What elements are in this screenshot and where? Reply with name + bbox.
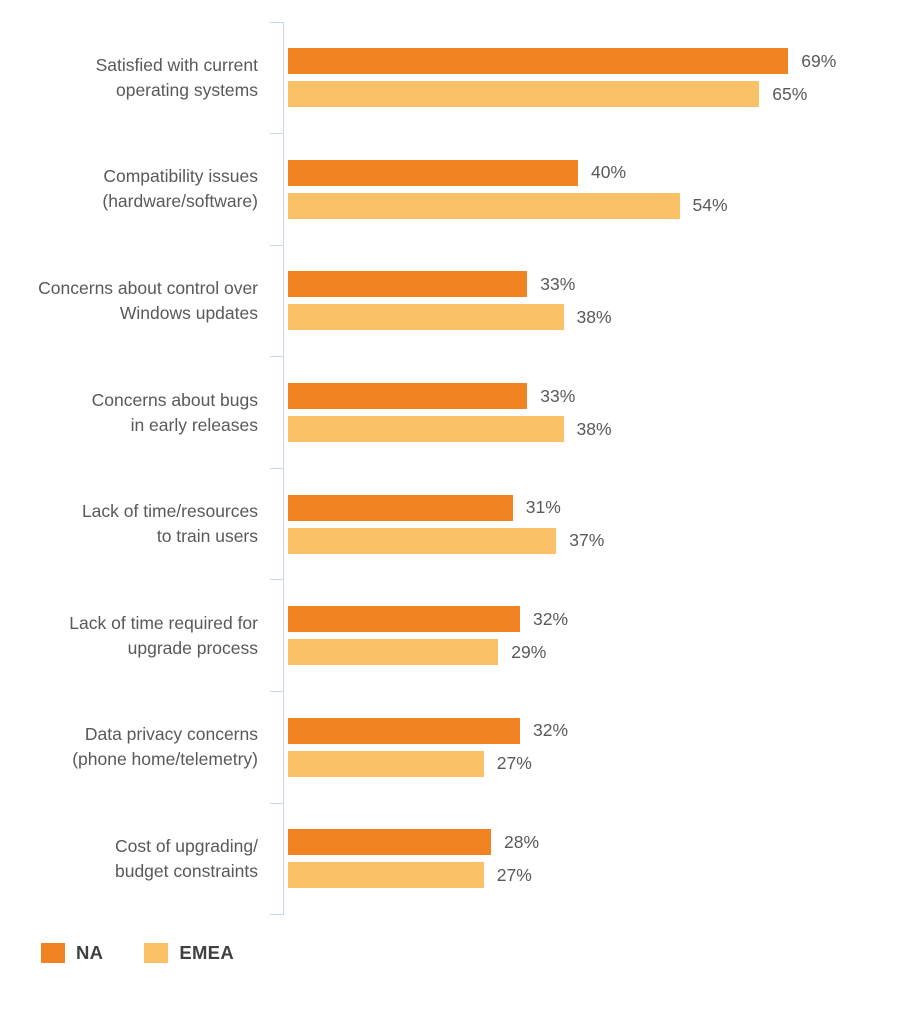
bar-emea	[288, 750, 484, 777]
category-label: Concerns about control over Windows updat…	[38, 277, 258, 323]
bar-line: 29%	[284, 639, 900, 666]
legend-swatch-emea	[144, 942, 169, 963]
legend-label-emea: EMEA	[179, 941, 234, 963]
bar-emea	[288, 304, 564, 331]
category-row: Concerns about control over Windows updat…	[0, 244, 900, 357]
value-label: 32%	[533, 720, 569, 741]
bar-emea	[288, 527, 557, 554]
legend-item-na: NA	[41, 942, 103, 964]
bar-na	[288, 717, 520, 744]
plot-area: 40% 54%	[270, 133, 900, 246]
value-label: 31%	[525, 497, 561, 518]
value-label: 32%	[533, 608, 569, 629]
value-label: 29%	[511, 641, 547, 662]
bar-line: 65%	[284, 81, 900, 108]
bar-na	[288, 159, 578, 186]
bar-emea	[288, 81, 760, 108]
category-row: Concerns about bugs in early releases 33% 3…	[0, 356, 900, 469]
bar-line: 54%	[284, 192, 900, 219]
value-label: 38%	[576, 418, 612, 439]
category-label: Compatibility issues (hardware/software)	[102, 166, 258, 212]
plot-area: 32% 27%	[270, 691, 900, 804]
value-label: 65%	[772, 83, 808, 104]
bar-na	[288, 494, 513, 521]
bar-na	[288, 48, 789, 75]
category-row: Data privacy concerns (phone home/telemet…	[0, 691, 900, 804]
category-label: Lack of time/resources to train users	[81, 501, 258, 547]
bar-line: 28%	[284, 829, 900, 856]
legend-item-emea: EMEA	[144, 942, 234, 964]
plot-area: 32% 29%	[270, 579, 900, 692]
bar-line: 38%	[284, 416, 900, 443]
plot-area: 31% 37%	[270, 467, 900, 580]
value-label: 27%	[496, 864, 532, 885]
bar-line: 33%	[284, 383, 900, 410]
value-label: 54%	[692, 195, 728, 216]
bar-na	[288, 383, 528, 410]
value-label: 27%	[496, 753, 532, 774]
bar-line: 32%	[284, 606, 900, 633]
category-row: Lack of time required for upgrade process…	[0, 579, 900, 692]
plot-area: 28% 27%	[270, 802, 900, 915]
grouped-bar-chart: Satisfied with current operating systems 6…	[0, 21, 900, 964]
category-label: Cost of upgrading/budget constraints	[114, 835, 258, 881]
bar-line: 69%	[284, 48, 900, 75]
bar-line: 27%	[284, 862, 900, 889]
bar-line: 32%	[284, 717, 900, 744]
chart-rows: Satisfied with current operating systems 6…	[0, 21, 900, 915]
bar-line: 37%	[284, 527, 900, 554]
category-row: Compatibility issues (hardware/software) 4…	[0, 133, 900, 246]
category-label: Satisfied with current operating systems	[95, 54, 258, 100]
value-label: 38%	[576, 306, 612, 327]
bar-line: 27%	[284, 750, 900, 777]
value-label: 28%	[504, 831, 540, 852]
legend-swatch-na	[41, 942, 65, 963]
value-label: 40%	[591, 162, 627, 183]
value-label: 69%	[801, 50, 837, 71]
bar-emea	[288, 192, 680, 219]
bar-na	[288, 829, 491, 856]
plot-area: 33% 38%	[270, 356, 900, 469]
legend-label-na: NA	[76, 941, 104, 963]
value-label: 37%	[569, 530, 605, 551]
category-row: Cost of upgrading/budget constraints 28% 2…	[0, 802, 900, 915]
bar-emea	[288, 862, 484, 889]
bar-na	[288, 271, 528, 298]
bar-na	[288, 606, 520, 633]
plot-area: 33% 38%	[270, 244, 900, 357]
bar-line: 33%	[284, 271, 900, 298]
category-row: Satisfied with current operating systems 6…	[0, 21, 900, 134]
category-row: Lack of time/resources to train users 31% 3…	[0, 467, 900, 580]
bar-line: 40%	[284, 159, 900, 186]
category-label: Lack of time required for upgrade process	[69, 612, 258, 658]
bar-emea	[288, 416, 564, 443]
category-label: Data privacy concerns (phone home/telemet…	[72, 724, 258, 770]
value-label: 33%	[540, 273, 576, 294]
category-label: Concerns about bugs in early releases	[91, 389, 258, 435]
bar-line: 38%	[284, 304, 900, 331]
bar-line: 31%	[284, 494, 900, 521]
plot-area: 69% 65%	[270, 21, 900, 134]
bar-emea	[288, 639, 499, 666]
value-label: 33%	[540, 385, 576, 406]
legend: NA EMEA	[41, 942, 900, 964]
